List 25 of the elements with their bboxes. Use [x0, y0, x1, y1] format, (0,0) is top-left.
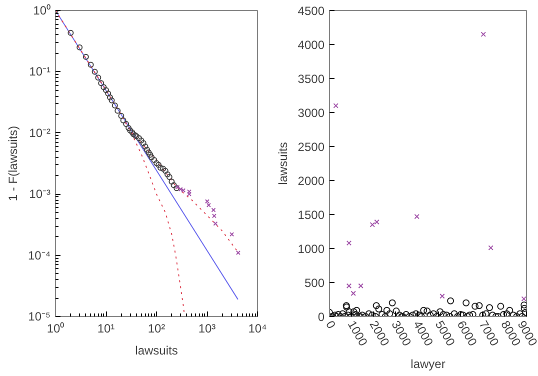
- y-tick-label: 500: [304, 276, 325, 290]
- y-tick-label: 4500: [298, 4, 325, 18]
- x-tick-label: 10⁰: [46, 322, 64, 336]
- y-tick-label: 3500: [298, 72, 325, 86]
- y-tick-label: 3000: [298, 106, 325, 120]
- y-tick-label: 1000: [298, 242, 325, 256]
- x-axis-title: lawsuits: [135, 344, 178, 358]
- x-tick-label: 0: [323, 318, 339, 332]
- y-axis-title: lawsuits: [276, 142, 290, 185]
- y-tick-label: 2000: [298, 174, 325, 188]
- y-tick-label: 10⁻¹: [29, 64, 51, 79]
- x-tick-label: 10³: [198, 322, 216, 336]
- x-axis-title: lawyer: [410, 357, 446, 372]
- x-tick-label: 10⁴: [248, 322, 267, 336]
- y-tick-label: 10⁻⁴: [28, 248, 51, 262]
- y-axis-title: 1 - F(lawsuits): [6, 126, 20, 202]
- y-tick-label: 1500: [298, 208, 325, 222]
- y-tick-label: 10⁰: [33, 4, 51, 18]
- y-tick-label: 4000: [298, 38, 325, 52]
- y-tick-label: 10⁻²: [29, 126, 51, 140]
- x-tick-label: 10²: [148, 322, 166, 336]
- y-tick-label: 10⁻³: [29, 187, 51, 202]
- x-tick-label: 10¹: [97, 322, 115, 336]
- y-tick-label: 2500: [298, 140, 325, 154]
- y-tick-label: 10⁻⁵: [28, 310, 51, 324]
